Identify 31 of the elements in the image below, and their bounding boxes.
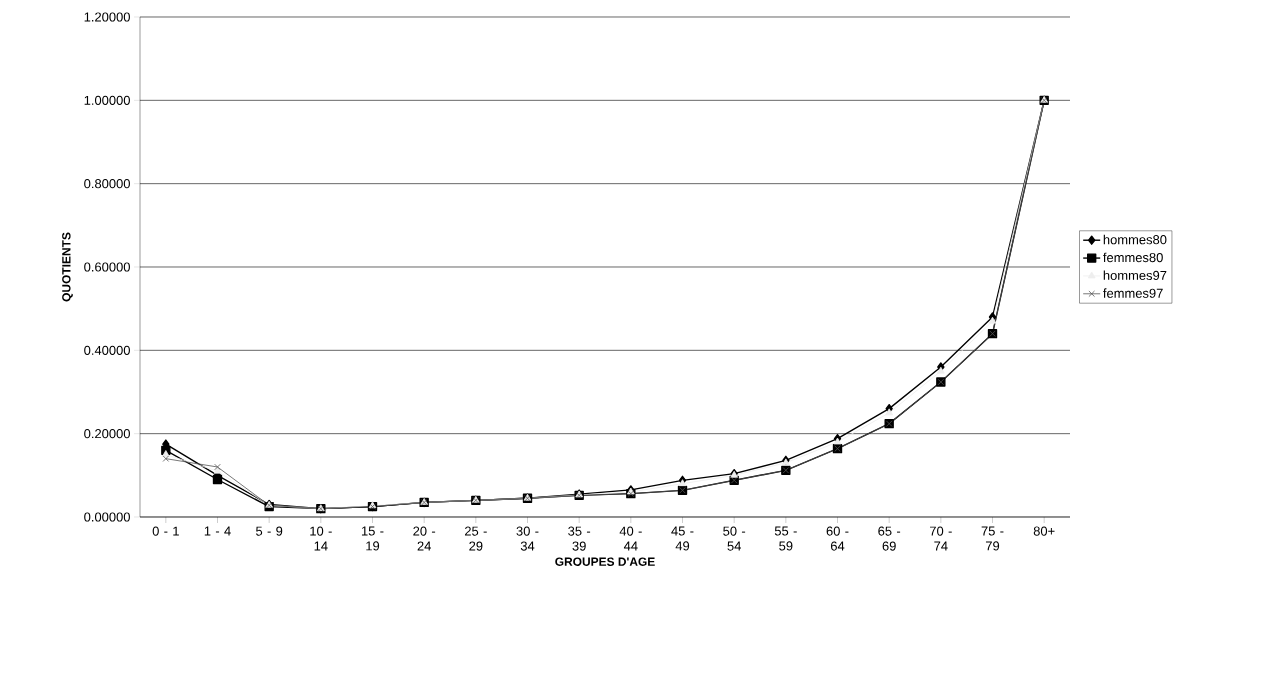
legend-label: hommes97 <box>1103 270 1167 280</box>
x-tick-label: 65 - 69 <box>878 526 901 551</box>
x-tick-label: 55 - 59 <box>774 526 797 551</box>
y-axis-title: QUOTIENTS <box>62 232 73 302</box>
x-tick-label: 50 - 54 <box>723 526 746 551</box>
x-tick-label: 60 - 64 <box>826 526 849 551</box>
y-tick-label: 0.20000 <box>84 429 130 439</box>
x-tick-label: 5 - 9 <box>256 526 283 536</box>
x-tick-label: 30 - 34 <box>516 526 539 551</box>
x-tick-label: 0 - 1 <box>152 526 179 536</box>
y-tick-label: 1.20000 <box>84 12 130 22</box>
x-tick-label: 80+ <box>1033 526 1055 536</box>
legend-label: femmes80 <box>1103 252 1163 263</box>
x-tick-label: 20 - 24 <box>413 526 436 551</box>
x-tick-label: 15 - 19 <box>361 526 384 551</box>
x-axis-title: GROUPES D'AGE <box>555 557 655 566</box>
legend-label: femmes97 <box>1103 288 1163 298</box>
y-tick-label: 0.80000 <box>84 179 130 189</box>
x-tick-label: 70 - 74 <box>930 526 952 551</box>
x-tick-label: 35 - 39 <box>568 526 591 551</box>
x-tick-label: 45 - 49 <box>671 526 694 551</box>
x-tick-label: 40 - 44 <box>619 526 642 551</box>
x-tick-label: 1 - 4 <box>204 526 231 536</box>
x-tick-label: 25 - 29 <box>464 526 487 551</box>
x-tick-label: 75 - 79 <box>981 526 1004 551</box>
x-tick-label: 10 - 14 <box>310 526 332 551</box>
y-tick-label: 0.40000 <box>84 345 130 355</box>
y-tick-label: 1.00000 <box>84 95 130 105</box>
legend-label: hommes80 <box>1103 234 1167 245</box>
y-tick-label: 0.60000 <box>84 262 130 272</box>
y-tick-label: 0.00000 <box>84 512 130 522</box>
